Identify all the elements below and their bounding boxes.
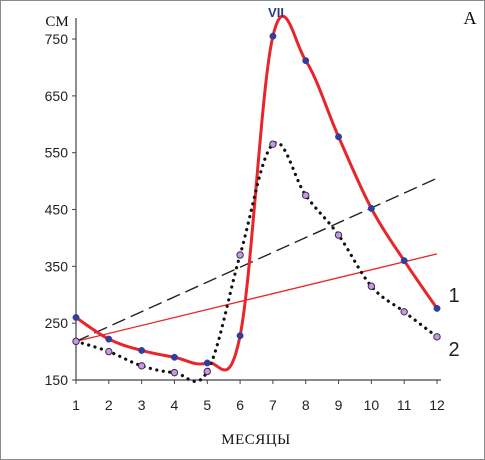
- y-tick-label: 550: [45, 145, 69, 161]
- series-1-point: [203, 359, 211, 367]
- series-points: [72, 32, 441, 377]
- x-tick-label: 2: [105, 397, 113, 413]
- x-tick-label: 4: [171, 397, 179, 413]
- series-2-point: [269, 140, 277, 148]
- series-2-point: [203, 367, 211, 376]
- panel-label: A: [464, 8, 477, 28]
- series-1-point: [400, 257, 408, 265]
- x-tick-label: 7: [269, 397, 277, 413]
- series-1-point: [236, 332, 244, 340]
- x-axis-label: МЕСЯЦЫ: [221, 432, 290, 448]
- series-2-point: [433, 333, 441, 341]
- series-1-point: [105, 335, 113, 343]
- series-2-point: [400, 308, 408, 316]
- y-tick-label: 150: [45, 372, 69, 388]
- series-2-point: [334, 231, 343, 239]
- series-2-point: [302, 191, 310, 200]
- y-tick-label: 450: [45, 202, 69, 218]
- series-1-line: [74, 15, 439, 372]
- series-1-point: [302, 57, 310, 65]
- x-tick-label: 8: [302, 397, 310, 413]
- series-1-point: [367, 204, 375, 212]
- trend-lines: [75, 177, 438, 342]
- annotation-peak-label: VII: [268, 5, 284, 20]
- series-1-trend-line: [75, 253, 438, 342]
- series-1-label: 1: [448, 285, 459, 307]
- x-tick-label: 6: [236, 397, 244, 413]
- series-1-point: [433, 304, 441, 312]
- series-2-point: [105, 347, 113, 356]
- y-tick-label: 250: [45, 315, 69, 331]
- series-2-point: [170, 368, 179, 377]
- series-lines: [74, 15, 439, 383]
- series-2-trend-line: [75, 177, 438, 342]
- series-2-point: [137, 362, 146, 370]
- series-2-label: 2: [448, 339, 459, 361]
- series-2-point: [236, 251, 244, 259]
- series-2-point: [72, 337, 80, 346]
- x-tick-label: 5: [203, 397, 211, 413]
- series-1-point: [269, 32, 277, 40]
- x-tick-label: 9: [335, 397, 343, 413]
- x-tick-label: 10: [364, 397, 380, 413]
- series-2-point: [367, 282, 376, 290]
- series-1-point: [335, 133, 342, 141]
- x-tick-label: 12: [429, 397, 445, 413]
- series-1-point: [138, 347, 146, 354]
- x-tick-label: 11: [397, 397, 412, 413]
- x-tick-label: 1: [72, 397, 80, 413]
- y-tick-label: 750: [45, 31, 69, 47]
- series-1-point: [72, 314, 80, 321]
- series-1-point: [171, 353, 178, 361]
- y-tick-label: 650: [45, 88, 69, 104]
- y-axis-label: СМ: [45, 14, 68, 30]
- y-tick-label: 350: [45, 258, 69, 274]
- chart-labels: СМ МЕСЯЦЫ A VII 1 2: [45, 5, 476, 448]
- x-tick-label: 3: [138, 397, 146, 413]
